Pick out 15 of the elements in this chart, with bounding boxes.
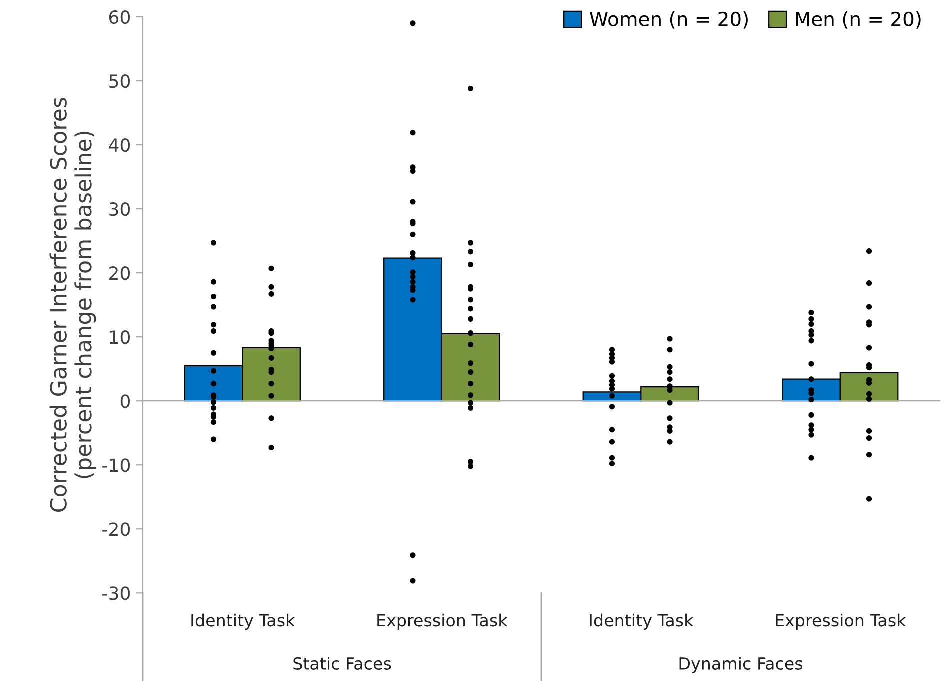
y-tick-label: 60 xyxy=(109,10,130,24)
y-tick-label: 0 xyxy=(120,394,130,408)
x-axis-title: Static Faces xyxy=(294,657,392,670)
legend-label: Men (n = 20) xyxy=(796,12,921,29)
y-axis-title: Corrected Garner Interference Scores (percent change from baseline) xyxy=(50,98,96,512)
legend-label: Women (n = 20) xyxy=(590,12,748,29)
y-tick-label: -20 xyxy=(102,522,130,536)
y-tick-label: 20 xyxy=(110,266,130,280)
y-tick-label: 30 xyxy=(110,202,130,216)
y-tick-label: 10 xyxy=(110,330,130,344)
y-tick-label: 50 xyxy=(110,74,130,88)
y-tick-label: -10 xyxy=(102,458,130,472)
y-tick-label: -30 xyxy=(102,586,130,600)
y-tick-label: 40 xyxy=(109,138,130,152)
x-axis-title: Dynamic Faces xyxy=(680,657,803,674)
